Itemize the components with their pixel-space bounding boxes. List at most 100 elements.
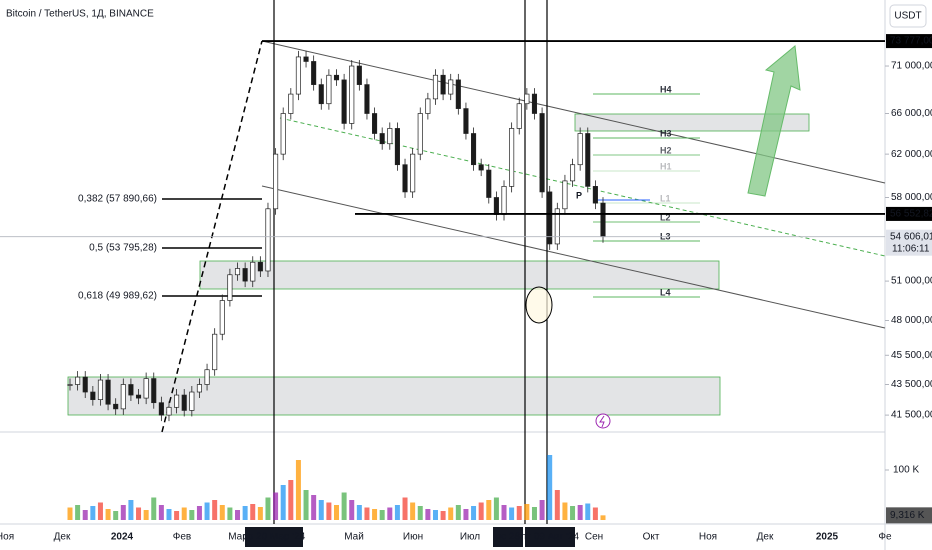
volume-bar <box>372 509 378 520</box>
volume-bar <box>509 507 515 520</box>
volume-bar <box>547 455 553 520</box>
y-tick-label: 43 500,00 <box>891 379 932 390</box>
volume-bar <box>303 490 309 520</box>
candle <box>592 186 598 204</box>
candle <box>227 274 233 301</box>
candle <box>509 128 515 187</box>
volume-bar <box>501 505 507 520</box>
pivot-label: L2 <box>660 212 671 222</box>
volume-bar <box>440 511 446 520</box>
candle <box>372 113 378 134</box>
crosshair-label: пт 09 Авг '24 <box>521 532 580 543</box>
pivot-label: L1 <box>660 193 671 203</box>
candle <box>585 133 591 187</box>
volume-bar <box>334 505 339 520</box>
candle <box>463 108 469 134</box>
candle <box>158 402 164 416</box>
candle <box>82 376 88 393</box>
volume-bar <box>257 507 263 520</box>
candle <box>295 56 301 95</box>
candle <box>402 164 408 193</box>
candle <box>547 191 553 245</box>
crosshair-label-box <box>493 527 523 547</box>
volume-bar <box>174 511 180 520</box>
x-tick-label: Ноя <box>0 532 14 543</box>
candle <box>250 261 256 282</box>
candle <box>501 186 507 215</box>
fib-label: 0,5 (53 795,28) <box>89 243 157 254</box>
candle <box>387 128 393 145</box>
candle <box>90 391 96 400</box>
y-tick-label: 41 500,00 <box>891 410 932 421</box>
volume-bar <box>265 497 271 520</box>
x-tick-label: Июн <box>403 532 423 543</box>
candle <box>326 74 332 105</box>
event-icon[interactable] <box>595 413 611 429</box>
volume-bar <box>273 492 279 520</box>
volume-bar <box>82 510 88 520</box>
channel-line <box>261 40 886 184</box>
candle <box>356 65 362 85</box>
volume-bar <box>280 485 286 520</box>
volume-bar <box>219 505 225 520</box>
candle <box>97 379 104 400</box>
candle <box>303 56 309 62</box>
volume-bar <box>250 504 256 520</box>
volume-bar <box>463 509 469 520</box>
candle <box>440 74 446 95</box>
candle <box>333 74 340 81</box>
volume-bar <box>356 505 362 520</box>
volume-marker-box <box>886 507 932 524</box>
x-tick-label: Сен <box>585 532 603 543</box>
candle <box>265 208 271 272</box>
volume-bar <box>295 460 301 520</box>
candle <box>135 394 142 399</box>
price-marker-box <box>886 34 932 49</box>
volume-bar <box>524 504 530 520</box>
volume-bar <box>158 505 164 520</box>
candle <box>539 113 545 193</box>
fib-label: 0,618 (49 989,62) <box>78 291 157 302</box>
x-tick-label: Дек <box>757 532 774 543</box>
volume-bar <box>432 510 438 520</box>
countdown: 11:06:11 <box>892 243 930 254</box>
volume-bar <box>235 510 241 520</box>
volume-bar <box>455 505 461 520</box>
x-tick-label: 2024 <box>111 532 134 543</box>
candle <box>516 103 522 129</box>
x-tick-label: 2025 <box>816 532 839 543</box>
crosshair-label: вс 28 <box>496 532 521 543</box>
price-marker-label: 56 552,82 <box>890 209 932 220</box>
volume-bar <box>75 505 81 520</box>
candle <box>394 128 400 166</box>
price-marker-label: 54 606,01 <box>890 231 932 242</box>
up-arrow <box>747 45 801 197</box>
pivot-label: H4 <box>660 84 672 94</box>
candle <box>448 79 454 95</box>
currency-button[interactable] <box>889 4 927 28</box>
candle <box>143 378 149 399</box>
candle <box>105 379 111 405</box>
volume-bar <box>227 507 233 520</box>
candle <box>181 394 187 411</box>
candle <box>577 133 583 166</box>
candle <box>531 93 538 114</box>
volume-bar <box>387 507 393 520</box>
volume-bar <box>113 511 119 520</box>
x-tick-label: Май <box>344 532 364 543</box>
volume-bar <box>204 502 210 520</box>
volume-bar <box>410 502 416 520</box>
volume-bar <box>166 509 172 520</box>
currency-label: USDT <box>894 11 921 22</box>
candle <box>212 333 218 371</box>
pivot-label: P <box>576 190 582 200</box>
y-tick-label: 48 000,00 <box>891 315 932 326</box>
y-tick-label: 58 000,00 <box>891 192 932 203</box>
volume-bar <box>242 506 248 520</box>
candle <box>569 164 576 182</box>
volume-bar <box>417 506 423 520</box>
candle <box>455 79 461 109</box>
candle <box>493 197 499 215</box>
volume-bar <box>189 510 195 520</box>
volume-bar <box>592 507 598 520</box>
